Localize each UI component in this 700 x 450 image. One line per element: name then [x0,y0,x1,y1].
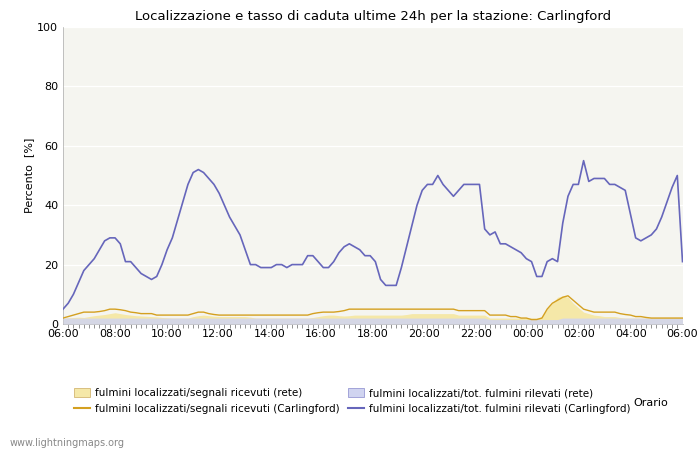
Legend: fulmini localizzati/segnali ricevuti (rete), fulmini localizzati/segnali ricevut: fulmini localizzati/segnali ricevuti (re… [74,388,631,414]
Text: Orario: Orario [634,398,668,408]
Title: Localizzazione e tasso di caduta ultime 24h per la stazione: Carlingford: Localizzazione e tasso di caduta ultime … [134,10,611,23]
Text: www.lightningmaps.org: www.lightningmaps.org [9,438,124,448]
Y-axis label: Percento  [%]: Percento [%] [25,138,34,213]
